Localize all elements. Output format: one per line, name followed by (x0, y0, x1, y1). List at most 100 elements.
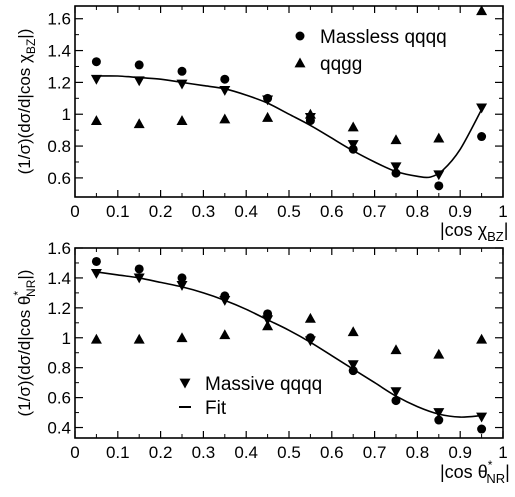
qqgg-point (90, 115, 102, 125)
fit-curve (96, 271, 482, 418)
massive-qqqq-point (433, 170, 445, 181)
massive-qqqq-point (90, 74, 102, 85)
legend-swatch-qqgg (294, 57, 306, 68)
massless-qqqq-point (91, 57, 101, 67)
legend-swatch-massless-qqqq (295, 31, 305, 41)
panel-bottom: 0 0.1 0.2 0.3 0.4 0.5 0.6 0.7 0.8 0.9 1 0.4 0.6 0.8 1 1… (11, 239, 510, 486)
x-tick-label: 0.2 (149, 443, 173, 462)
x-tick-label: 0.9 (448, 443, 472, 462)
y-tick-label: 0.6 (47, 389, 71, 408)
x-axis-label-main: |cos χ (440, 220, 488, 240)
y-axis-label-end: |) (15, 270, 34, 280)
qqgg-point (347, 121, 359, 132)
massive-qqqq-point (347, 140, 359, 150)
massless-qqqq-point (177, 66, 187, 76)
qqgg-point (390, 344, 402, 355)
y-axis-label-sub: BZ (24, 39, 38, 54)
massive-qqqq-point (176, 281, 188, 291)
massless-qqqq-point (391, 396, 401, 406)
x-tick-label: 0.8 (406, 202, 430, 221)
x-tick-label: 0.5 (277, 443, 301, 462)
massless-qqqq-point (91, 256, 101, 266)
qqgg-point (433, 348, 445, 359)
massive-qqqq-point (390, 387, 402, 398)
qqgg-point (176, 115, 188, 125)
x-tick-label: 1 (498, 443, 507, 462)
legend-label-massless-qqqq: Massless qqqq (320, 27, 447, 48)
y-axis-label-sub: NR (24, 279, 38, 297)
y-tick-label: 0.8 (47, 137, 71, 156)
y-tick-label: 1 (62, 105, 71, 124)
massless-qqqq-point (134, 264, 144, 274)
x-tick-label: 0.5 (277, 202, 301, 221)
massless-qqqq-point (220, 74, 230, 84)
y-tick-label: 1.6 (47, 239, 71, 258)
y-axis-label-main: (1/σ)(dσ/d|cos χ (15, 54, 34, 174)
x-axis-label-sub: NR (486, 471, 505, 486)
x-tick-label: 0.6 (320, 443, 344, 462)
x-tick-label: 0.6 (320, 202, 344, 221)
massless-qqqq-point (177, 273, 187, 283)
x-axis-label-end: | (505, 462, 510, 482)
qqgg-point (304, 312, 316, 323)
x-tick-label: 0.3 (192, 202, 216, 221)
x-tick-label: 0.7 (363, 202, 387, 221)
y-axis-label: (1/σ)(dσ/d|cos θ*NR|) (11, 270, 38, 417)
qqgg-point (176, 332, 188, 343)
y-tick-label: 1.4 (47, 269, 71, 288)
qqgg-point (133, 118, 145, 129)
x-tick-label: 0.7 (363, 443, 387, 462)
y-tick-label: 1.6 (47, 10, 71, 29)
qqgg-point (476, 333, 488, 344)
x-tick-label: 0.2 (149, 202, 173, 221)
massive-qqqq-point (304, 336, 316, 347)
y-tick-label: 0.8 (47, 359, 71, 378)
qqgg-point (219, 113, 231, 124)
x-tick-label: 1 (498, 202, 507, 221)
x-tick-label: 0.3 (192, 443, 216, 462)
y-tick-label: 1.2 (47, 299, 71, 318)
y-axis-label-end: |) (15, 29, 34, 39)
massless-qqqq-point (477, 132, 487, 142)
panel-top: 0 0.1 0.2 0.3 0.4 0.5 0.6 0.7 0.8 0.9 1 0.6 0.8 1 1.2 1… (15, 5, 508, 244)
massless-qqqq-point (434, 415, 444, 425)
y-axis-label-main: (1/σ)(dσ/d|cos θ (15, 296, 34, 417)
x-axis-label-end: | (504, 220, 509, 240)
qqgg-point (133, 333, 145, 344)
x-tick-label: 0 (70, 443, 79, 462)
qqgg-point (90, 333, 102, 344)
massless-qqqq-point (134, 60, 144, 70)
y-tick-label: 0.4 (47, 419, 71, 438)
qqgg-point (433, 132, 445, 143)
y-tick-label: 1 (62, 329, 71, 348)
x-tick-label: 0.8 (406, 443, 430, 462)
massless-qqqq-point (434, 181, 444, 191)
y-tick-label: 1.2 (47, 73, 71, 92)
massive-qqqq-point (347, 360, 359, 371)
massive-qqqq-point (476, 103, 488, 114)
massless-qqqq-point (477, 424, 487, 434)
massive-qqqq-point (390, 162, 402, 173)
y-axis-label-sup: * (11, 291, 25, 296)
y-axis-label: (1/σ)(dσ/d|cos χBZ|) (15, 29, 38, 175)
x-axis-label-sub: BZ (487, 229, 504, 244)
x-axis-label-main: |cos θ (440, 462, 488, 482)
massive-qqqq-point (433, 408, 445, 419)
legend-label-qqgg: qqgg (320, 54, 362, 75)
x-tick-label: 0.4 (234, 202, 258, 221)
massive-qqqq-point (476, 412, 488, 423)
qqgg-point (262, 111, 274, 122)
x-axis-label: |cos χBZ| (440, 220, 508, 244)
x-tick-label: 0 (70, 202, 79, 221)
x-tick-label: 0.9 (448, 202, 472, 221)
massive-qqqq-point (262, 95, 274, 106)
massive-qqqq-point (304, 113, 316, 123)
x-tick-label: 0.4 (234, 443, 258, 462)
legend-swatch-massive-qqqq (179, 378, 191, 389)
x-axis-label: |cos θ* NR| (440, 458, 510, 486)
qqgg-point (390, 134, 402, 145)
x-axis-label-sup: * (488, 458, 493, 472)
y-tick-label: 1.4 (47, 42, 71, 61)
fit-curve (96, 75, 483, 179)
